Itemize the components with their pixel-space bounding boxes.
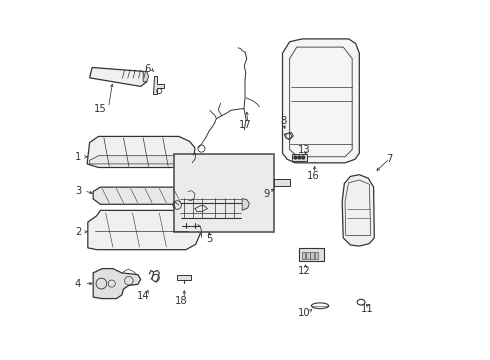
Text: 1: 1 xyxy=(75,152,81,162)
Circle shape xyxy=(302,156,305,159)
Text: 17: 17 xyxy=(239,120,251,130)
Polygon shape xyxy=(90,156,193,164)
Text: 18: 18 xyxy=(174,296,187,306)
Text: 2: 2 xyxy=(75,227,81,237)
Polygon shape xyxy=(143,71,148,82)
Text: 5: 5 xyxy=(206,234,213,244)
Text: 12: 12 xyxy=(297,266,310,276)
Polygon shape xyxy=(87,136,195,167)
Text: 3: 3 xyxy=(75,186,81,196)
Text: 13: 13 xyxy=(297,145,310,155)
Bar xyxy=(315,252,318,259)
Text: 11: 11 xyxy=(361,303,374,314)
Text: 9: 9 xyxy=(263,189,270,199)
Polygon shape xyxy=(93,269,141,298)
Text: 7: 7 xyxy=(387,154,393,163)
Text: 10: 10 xyxy=(297,308,310,318)
Text: 15: 15 xyxy=(94,104,107,113)
Polygon shape xyxy=(242,199,249,210)
Polygon shape xyxy=(342,175,374,246)
Bar xyxy=(292,154,307,161)
Text: 14: 14 xyxy=(137,291,149,301)
Text: 4: 4 xyxy=(75,279,81,289)
Polygon shape xyxy=(88,210,200,249)
Bar xyxy=(299,248,323,261)
Circle shape xyxy=(298,156,301,159)
Bar xyxy=(173,154,273,232)
Bar xyxy=(302,252,305,259)
Circle shape xyxy=(294,156,297,159)
Bar xyxy=(273,179,290,186)
Bar xyxy=(306,252,310,259)
Polygon shape xyxy=(90,67,147,86)
Text: 6: 6 xyxy=(145,64,151,74)
Polygon shape xyxy=(153,76,164,94)
Bar xyxy=(177,275,192,280)
Polygon shape xyxy=(93,187,198,204)
Text: 16: 16 xyxy=(307,171,319,181)
Text: 8: 8 xyxy=(280,116,287,126)
Polygon shape xyxy=(283,39,359,163)
Bar xyxy=(310,252,314,259)
